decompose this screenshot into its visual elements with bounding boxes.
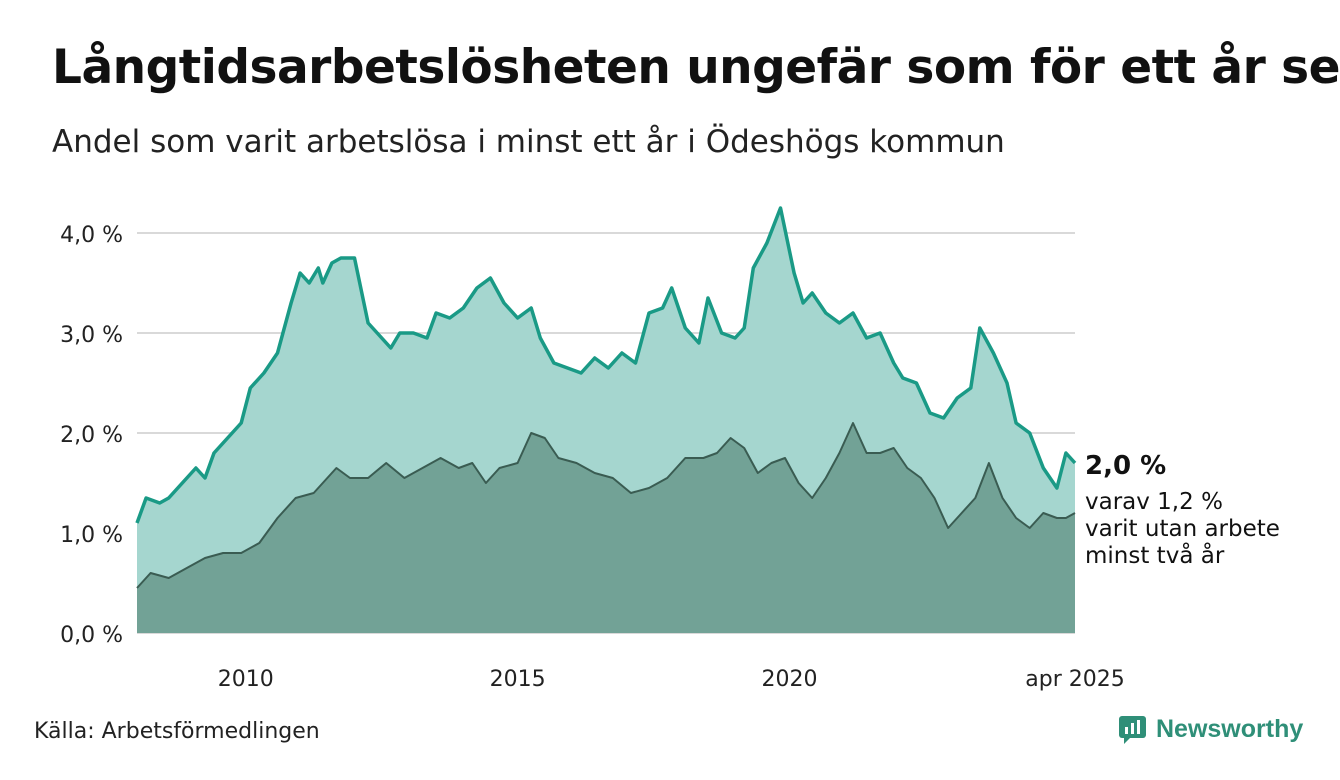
area-series	[135, 206, 1077, 633]
x-tick-label: 2020	[762, 667, 818, 692]
x-tick-label: apr 2025	[1025, 667, 1124, 692]
newsworthy-logo-icon	[1119, 716, 1146, 744]
y-tick-label: 2,0 %	[60, 423, 123, 448]
newsworthy-logo: Newsworthy	[1118, 714, 1303, 744]
y-tick-label: 0,0 %	[60, 623, 123, 648]
newsworthy-logo-text: Newsworthy	[1156, 714, 1304, 743]
x-tick-label: 2010	[218, 667, 274, 692]
source-note: Källa: Arbetsförmedlingen	[34, 719, 320, 744]
chart: 0,0 % 1,0 % 2,0 % 3,0 % 4,0 % 2010 2015 2020 ap…	[60, 206, 1280, 692]
x-tick-label: 2015	[490, 667, 546, 692]
x-axis-ticks: 2010 2015 2020 apr 2025	[218, 667, 1125, 692]
y-tick-label: 1,0 %	[60, 523, 123, 548]
y-tick-label: 3,0 %	[60, 323, 123, 348]
series-line-minst_tva_ar	[136, 422, 1076, 589]
chart-title: Långtidsarbetslösheten ungefär som för e…	[52, 40, 1340, 95]
chart-subtitle: Andel som varit arbetslösa i minst ett å…	[52, 124, 1005, 160]
series-line-minst_ett_ar	[135, 206, 1077, 524]
end-label-minst-ett-ar: 2,0 %	[1085, 451, 1166, 481]
end-label-minst-tva-ar: varit utan arbete	[1085, 516, 1280, 542]
y-tick-label: 4,0 %	[60, 223, 123, 248]
end-label-minst-tva-ar: minst två år	[1085, 541, 1225, 569]
end-label-minst-tva-ar: varav 1,2 %	[1085, 489, 1223, 515]
y-axis-ticks: 0,0 % 1,0 % 2,0 % 3,0 % 4,0 %	[60, 223, 123, 648]
